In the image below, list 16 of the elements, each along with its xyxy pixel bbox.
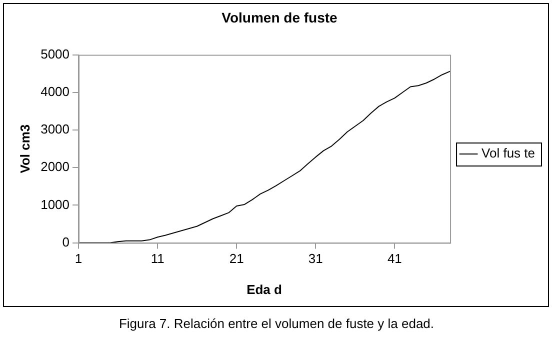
x-tick-label: 1 bbox=[74, 251, 82, 266]
x-axis-title: Eda d bbox=[246, 282, 282, 297]
text: Figura 7. Relación entre el volumen de fuste y la edad. bbox=[118, 316, 436, 331]
y-tick-label: 5000 bbox=[40, 46, 70, 62]
x-tick-label: 11 bbox=[150, 251, 164, 266]
chart-title: Volumen de fuste bbox=[222, 9, 338, 26]
y-tick-label: 2000 bbox=[40, 159, 70, 174]
x-tick-label: 21 bbox=[229, 251, 244, 266]
x-tick-label: 31 bbox=[308, 251, 323, 266]
y-axis-title: Vol cm3 bbox=[17, 124, 32, 174]
y-tick-label: 3000 bbox=[40, 122, 70, 137]
y-tick-label: 4000 bbox=[40, 84, 70, 99]
x-tick-label: 41 bbox=[387, 251, 402, 266]
y-tick-label: 0 bbox=[62, 234, 70, 250]
y-tick-label: 1000 bbox=[40, 196, 70, 212]
legend-label: Vol fus te bbox=[482, 146, 536, 161]
